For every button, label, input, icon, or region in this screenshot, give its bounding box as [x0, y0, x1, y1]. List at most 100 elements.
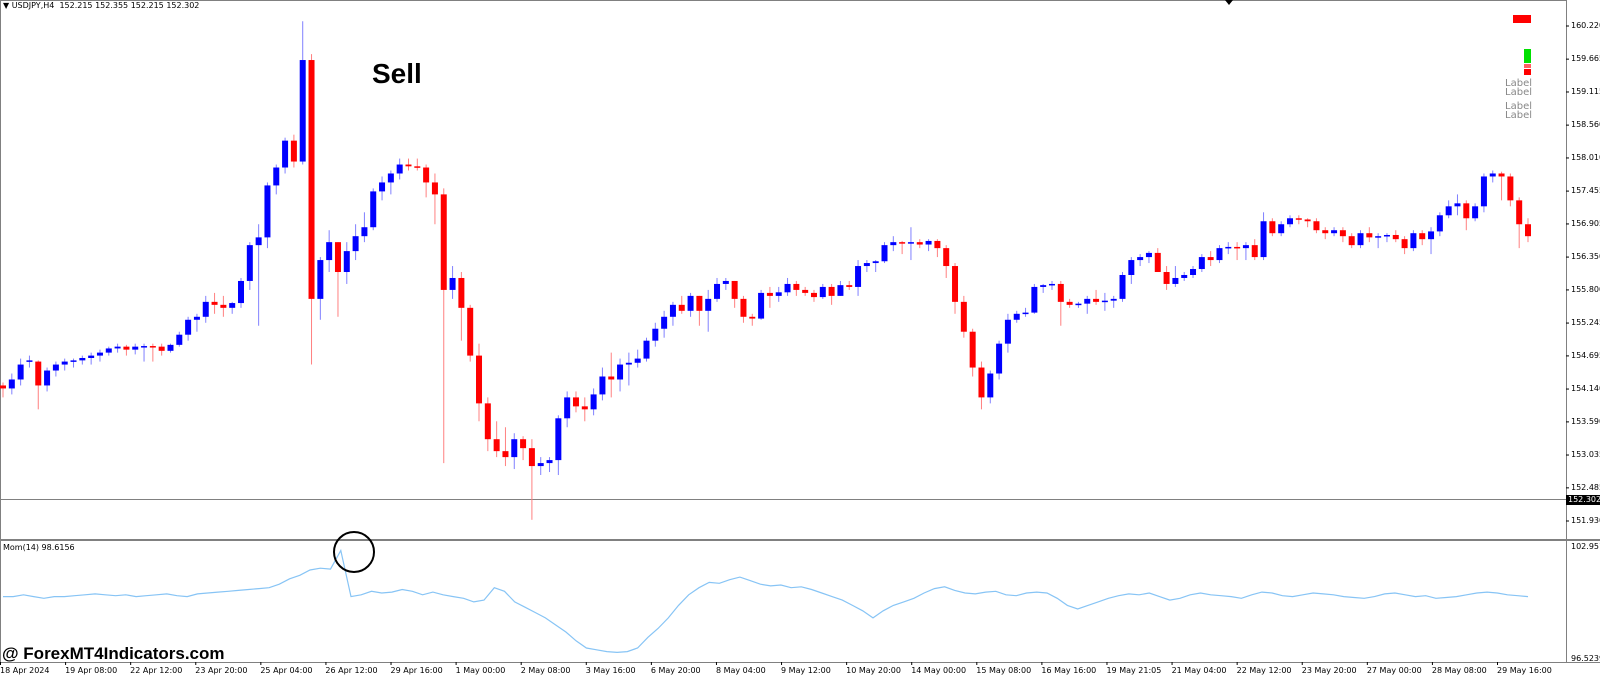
candle-body	[1269, 221, 1276, 234]
candle-body	[1181, 274, 1188, 278]
candle-body	[1525, 224, 1531, 237]
candle-body	[1410, 233, 1417, 249]
candle-body	[1472, 206, 1479, 219]
candle-body	[114, 346, 121, 349]
candle-body	[1022, 312, 1029, 315]
candle-body	[520, 439, 527, 449]
price-tick-label: 151.930	[1571, 516, 1600, 525]
candle-body	[819, 286, 826, 298]
candle-body	[1331, 230, 1338, 234]
candle-body	[308, 60, 315, 299]
time-tick-label: 27 May 00:00	[1366, 666, 1422, 675]
candle-body	[1419, 233, 1426, 240]
candle-body	[661, 316, 668, 329]
time-tick-label: 6 May 20:00	[650, 666, 701, 675]
candle-body	[1251, 245, 1258, 258]
time-tick-label: 19 Apr 08:00	[65, 666, 118, 675]
candle-body	[802, 289, 809, 293]
candle-body	[810, 292, 817, 298]
candle-body	[749, 316, 756, 319]
candle-body	[343, 251, 350, 273]
candle-body	[1031, 286, 1038, 313]
side-label-4: Label	[1505, 110, 1532, 121]
candle-body	[79, 357, 86, 361]
candle-body	[740, 298, 747, 317]
candle-body	[617, 364, 624, 380]
candle-body	[511, 439, 518, 458]
candle-body	[387, 173, 394, 183]
candle-body	[572, 397, 579, 407]
time-tick-label: 22 May 12:00	[1236, 666, 1292, 675]
candle-body	[246, 245, 253, 281]
side-label-3: Label	[1505, 101, 1532, 112]
candle-body	[625, 362, 632, 365]
candle-body	[1401, 239, 1408, 249]
time-tick-label: 10 May 20:00	[846, 666, 901, 675]
candle-body	[1004, 319, 1011, 344]
time-tick-label: 16 May 16:00	[1041, 666, 1097, 675]
candle-body	[872, 261, 879, 264]
candle-body	[528, 448, 535, 467]
candle-body	[1093, 298, 1100, 302]
candle-body	[440, 194, 447, 290]
candle-body	[863, 263, 870, 267]
momentum-axis-min: 96.5239	[1571, 654, 1600, 663]
candle-body	[643, 340, 650, 359]
candle-body	[925, 240, 932, 245]
menu-triangle-icon[interactable]: ▼	[3, 1, 10, 10]
candle-body	[1304, 219, 1311, 222]
candle-body	[1198, 257, 1205, 270]
time-tick-label: 25 Apr 04:00	[260, 666, 313, 675]
candle-body	[1322, 230, 1329, 234]
side-label-2: Label	[1505, 87, 1532, 98]
candle-body	[1216, 248, 1223, 261]
candle-body	[564, 397, 571, 419]
candle-body	[1154, 252, 1161, 273]
candle-body	[1242, 245, 1249, 249]
candle-body	[881, 245, 888, 262]
signal-box-red-light	[1524, 64, 1531, 68]
candle-body	[405, 164, 412, 167]
candle-body	[1048, 283, 1055, 286]
candle-body	[960, 301, 967, 332]
candle-body	[1207, 257, 1214, 261]
candle-body	[88, 355, 95, 358]
price-tick-label: 153.035	[1571, 450, 1600, 460]
candle-body	[599, 376, 606, 395]
candle-body	[846, 285, 853, 287]
candle-body	[44, 370, 51, 386]
time-tick-label: 14 May 00:00	[911, 666, 967, 675]
candle-body	[669, 304, 676, 317]
price-tick-label: 157.455	[1571, 186, 1600, 196]
price-tick-label: 155.800	[1571, 284, 1600, 294]
candle-body	[714, 283, 721, 299]
candle-body	[123, 346, 130, 350]
time-tick-label: 29 Apr 16:00	[390, 666, 443, 675]
candle-body	[35, 361, 42, 386]
price-tick-label: 154.140	[1571, 384, 1600, 394]
candle-body	[1295, 218, 1302, 220]
time-tick-label: 19 May 21:05	[1106, 666, 1162, 675]
current-price-tag: 152.302	[1566, 495, 1600, 505]
candle-body	[837, 285, 844, 296]
candle-body	[193, 316, 200, 320]
side-label-1: Label	[1505, 78, 1532, 89]
candle-body	[176, 334, 183, 345]
shift-marker-icon[interactable]	[1225, 0, 1233, 5]
candle-body	[678, 304, 685, 311]
alert-box-red	[1513, 15, 1531, 23]
candle-body	[555, 418, 562, 461]
candle-body	[916, 242, 923, 245]
candle-body	[1190, 269, 1197, 275]
candle-body	[96, 352, 103, 356]
candle-body	[1137, 257, 1144, 261]
candle-body	[987, 373, 994, 398]
candle-body	[581, 406, 588, 410]
candle-body	[8, 379, 15, 389]
candle-body	[1339, 230, 1346, 237]
candle-body	[458, 277, 465, 308]
candle-body	[1225, 246, 1232, 249]
price-tick-label: 153.590	[1571, 416, 1600, 426]
